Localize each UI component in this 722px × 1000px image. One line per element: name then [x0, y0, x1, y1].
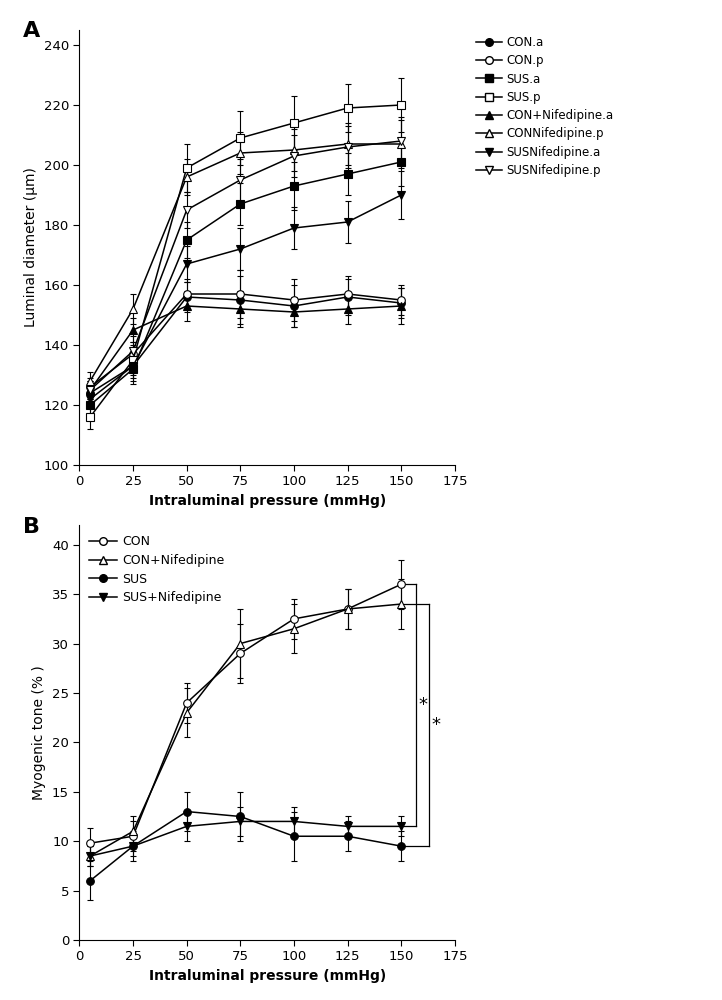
Text: *: *: [431, 716, 440, 734]
Text: A: A: [23, 21, 40, 41]
Y-axis label: Luminal diameter (μm): Luminal diameter (μm): [24, 168, 38, 327]
X-axis label: Intraluminal pressure (mmHg): Intraluminal pressure (mmHg): [149, 969, 386, 983]
Legend: CON.a, CON.p, SUS.a, SUS.p, CON+Nifedipine.a, CONNifedipine.p, SUSNifedipine.a, : CON.a, CON.p, SUS.a, SUS.p, CON+Nifedipi…: [476, 36, 614, 177]
Legend: CON, CON+Nifedipine, SUS, SUS+Nifedipine: CON, CON+Nifedipine, SUS, SUS+Nifedipine: [90, 535, 224, 604]
Y-axis label: Myogenic tone (% ): Myogenic tone (% ): [32, 665, 46, 800]
Text: *: *: [418, 696, 427, 714]
Text: B: B: [23, 517, 40, 537]
X-axis label: Intraluminal pressure (mmHg): Intraluminal pressure (mmHg): [149, 494, 386, 508]
